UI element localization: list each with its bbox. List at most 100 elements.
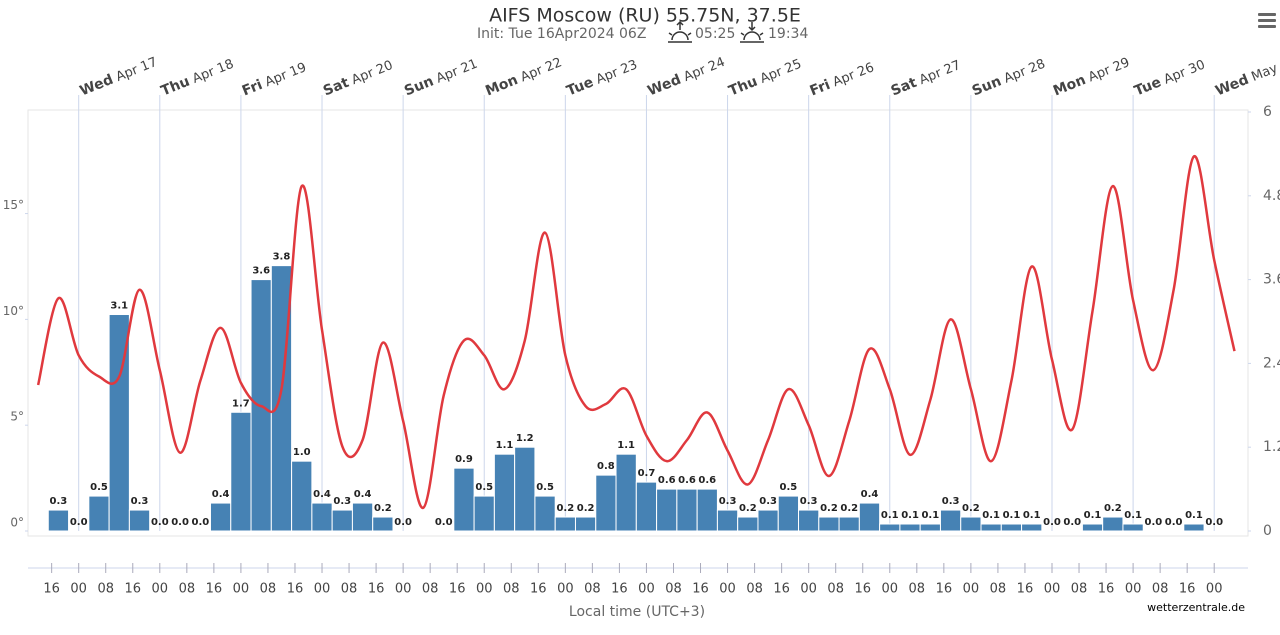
bar-value-label: 0.0 — [1145, 517, 1163, 528]
y2-tick-label: 1.2 — [1263, 439, 1280, 455]
x-tick-label: 16 — [530, 582, 547, 597]
bar-value-label: 1.0 — [293, 447, 311, 458]
bar-value-label: 0.2 — [739, 503, 757, 514]
day-label: Tue Apr 23 — [564, 57, 639, 100]
day-label: Thu Apr 18 — [159, 56, 236, 100]
bar — [1081, 523, 1104, 532]
bar-value-label: 0.5 — [475, 482, 493, 493]
bar — [595, 474, 617, 532]
day-date: Apr 30 — [1158, 57, 1207, 89]
x-tick-label: 08 — [422, 582, 439, 597]
day-label: Tue Apr 30 — [1132, 57, 1207, 100]
x-tick-label: 00 — [1125, 582, 1142, 597]
bar — [311, 502, 333, 532]
bar — [1183, 523, 1205, 532]
day-date: Apr 26 — [827, 60, 876, 92]
bar-value-label: 0.0 — [171, 517, 189, 528]
x-tick-label: 00 — [476, 582, 493, 597]
bar-value-label: 0.2 — [840, 503, 858, 514]
bar-value-label: 0.3 — [131, 496, 149, 507]
bar-value-label: 0.2 — [374, 503, 392, 514]
x-tick-label: 16 — [692, 582, 709, 597]
temperature-line — [36, 155, 1236, 509]
x-tick-label: 00 — [638, 582, 655, 597]
x-tick-label: 08 — [341, 582, 358, 597]
bar — [676, 488, 698, 532]
x-tick-label: 00 — [963, 582, 980, 597]
x-tick-label: 00 — [152, 582, 169, 597]
y-tick-label: 5° — [10, 410, 24, 424]
day-weekday: Fri — [240, 77, 265, 99]
bar — [331, 509, 353, 532]
bar — [879, 523, 901, 532]
bar-value-label: 0.1 — [982, 510, 1000, 521]
bar — [777, 495, 800, 532]
bar — [108, 314, 130, 532]
x-tick-label: 08 — [909, 582, 926, 597]
bar — [351, 502, 374, 532]
bar — [818, 516, 840, 532]
bar-value-label: 0.1 — [1124, 510, 1142, 521]
x-tick-label: 00 — [719, 582, 736, 597]
x-tick-label: 08 — [179, 582, 196, 597]
bar — [656, 488, 678, 532]
day-label: Wed Apr 24 — [645, 54, 727, 99]
bar-value-label: 0.0 — [1043, 517, 1061, 528]
bar-value-label: 0.3 — [942, 496, 960, 507]
x-tick-label: 00 — [233, 582, 250, 597]
x-tick-label: 08 — [665, 582, 682, 597]
day-label: Wed May 1 — [1213, 55, 1280, 99]
x-tick-label: 00 — [557, 582, 574, 597]
bar — [939, 509, 962, 532]
x-tick-label: 08 — [584, 582, 601, 597]
x-tick-label: 00 — [1206, 582, 1223, 597]
x-tick-label: 08 — [827, 582, 844, 597]
chart-title: AIFS Moscow (RU) 55.75N, 37.5E — [489, 5, 801, 27]
y2-tick-label: 4.8 — [1263, 188, 1280, 204]
x-tick-label: 08 — [746, 582, 763, 597]
sunrise-icon — [668, 20, 692, 43]
bar-value-label: 0.0 — [1205, 517, 1223, 528]
x-tick-label: 08 — [1152, 582, 1169, 597]
bar-value-label: 0.1 — [881, 510, 899, 521]
bar — [798, 509, 820, 532]
day-label: Fri Apr 19 — [240, 59, 309, 99]
bar — [757, 509, 779, 532]
bar — [453, 467, 475, 532]
x-tick-label: 08 — [990, 582, 1007, 597]
sunset-icon — [740, 22, 764, 43]
bar — [635, 481, 658, 532]
day-date: Apr 28 — [998, 56, 1047, 88]
bar-value-label: 0.2 — [1104, 503, 1122, 514]
bar — [1000, 523, 1023, 532]
bar — [554, 516, 576, 532]
bar — [737, 516, 759, 532]
bar — [960, 516, 982, 532]
y2-tick-label: 6 — [1263, 104, 1272, 120]
bar-value-label: 0.1 — [1084, 510, 1102, 521]
x-tick-label: 00 — [395, 582, 412, 597]
plot-frame — [27, 109, 1249, 537]
x-tick-label: 16 — [287, 582, 304, 597]
bar-value-label: 0.3 — [719, 496, 737, 507]
day-date: Apr 18 — [186, 56, 235, 88]
bar-value-label: 3.8 — [273, 252, 291, 263]
bar-value-label: 0.0 — [151, 517, 169, 528]
bar-value-label: 0.5 — [536, 482, 554, 493]
x-tick-label: 08 — [97, 582, 114, 597]
bar-value-label: 0.1 — [921, 510, 939, 521]
bar-value-label: 0.4 — [313, 489, 331, 500]
bar-value-label: 0.6 — [698, 475, 716, 486]
bar — [615, 453, 637, 532]
x-tick-label: 16 — [1179, 582, 1196, 597]
bar-value-label: 0.6 — [678, 475, 696, 486]
x-tick-label: 16 — [773, 582, 790, 597]
bar — [1102, 516, 1124, 532]
bar — [209, 502, 232, 532]
x-tick-label: 00 — [314, 582, 331, 597]
bar — [534, 495, 556, 532]
menu-button[interactable] — [1258, 13, 1276, 28]
bar-value-label: 0.2 — [556, 503, 574, 514]
day-weekday: Mon — [1051, 72, 1088, 99]
